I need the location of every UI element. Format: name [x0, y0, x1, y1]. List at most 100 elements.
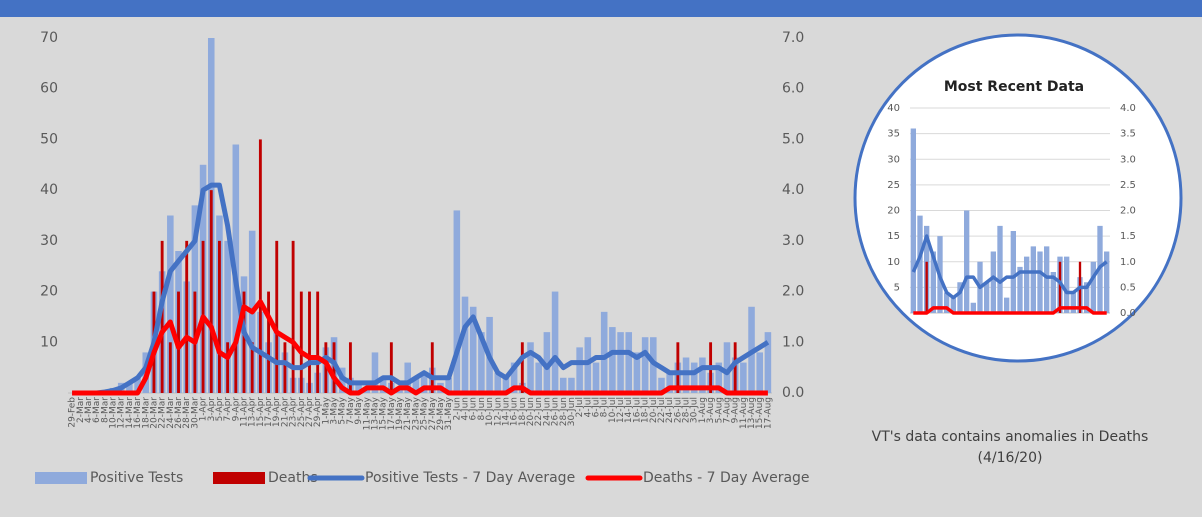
- bar: [283, 342, 287, 393]
- x-tick-label: 5-Apr: [215, 397, 225, 422]
- bar: [917, 215, 923, 313]
- bar: [592, 362, 600, 393]
- x-tick-label: 7-May: [346, 396, 356, 424]
- x-tick-label: 29-Feb: [68, 397, 78, 428]
- bar: [275, 240, 279, 393]
- x-tick-label: 9-Aug: [731, 397, 741, 423]
- bar: [502, 377, 510, 393]
- x-tick-label: 18-Jun: [518, 397, 528, 426]
- x-tick-label: 27-May: [428, 396, 438, 430]
- x-tick-label: 9-Apr: [231, 397, 241, 422]
- bar: [733, 342, 737, 393]
- x-tick-label: 28-Jul: [682, 397, 692, 423]
- bar: [209, 190, 213, 393]
- x-tick-label: 20-Jul: [649, 397, 659, 423]
- x-tick-label: 14-Jun: [501, 397, 511, 426]
- x-tick-label: 14-Mar: [125, 397, 135, 429]
- bar: [690, 362, 698, 393]
- x-tick-label: 3-Aug: [706, 397, 716, 423]
- x-tick-label: 30-Jul: [690, 397, 700, 423]
- bar: [291, 240, 295, 393]
- x-tick-label: 21-Apr: [280, 397, 290, 427]
- y2-tick-label: 3.0: [782, 233, 804, 249]
- bar: [1037, 251, 1043, 313]
- bar: [445, 377, 452, 393]
- x-tick-label: 12-Mar: [117, 397, 127, 429]
- x-tick-label: 27-Apr: [305, 397, 315, 427]
- y-tick-label: 10: [40, 334, 58, 350]
- bar: [412, 377, 420, 393]
- x-tick-label: 18-Jul: [641, 397, 651, 423]
- y-tick-label: 20: [887, 206, 900, 217]
- y-tick-label: 15: [887, 231, 900, 242]
- bar: [527, 342, 534, 393]
- x-tick-label: 30-Mar: [190, 397, 200, 429]
- bar: [910, 128, 916, 313]
- x-tick-label: 18-Mar: [141, 397, 151, 429]
- bar: [469, 306, 477, 393]
- legend-label: Deaths: [268, 470, 318, 486]
- bar: [543, 332, 551, 393]
- bar: [126, 382, 133, 393]
- x-tick-label: 8-Mar: [100, 397, 110, 423]
- bar: [950, 297, 956, 313]
- bar: [568, 377, 575, 393]
- x-tick-label: 11-Aug: [739, 397, 749, 429]
- y2-tick-label: 2.0: [782, 284, 804, 300]
- inset-title: Most Recent Data: [944, 79, 1084, 95]
- x-tick-label: 4-Jun: [461, 397, 471, 421]
- x-tick-label: 19-May: [395, 396, 405, 430]
- legend-swatch: [213, 472, 265, 484]
- y-tick-label: 5: [894, 282, 900, 293]
- bar: [1050, 272, 1056, 313]
- y2-tick-label: 0.0: [1120, 308, 1136, 319]
- bar: [1090, 261, 1096, 313]
- bar: [997, 225, 1003, 313]
- line-series: [911, 234, 1108, 300]
- bar: [715, 362, 723, 393]
- y-tick-label: 10: [887, 257, 900, 268]
- bar: [666, 372, 673, 393]
- bar: [609, 327, 616, 393]
- bar: [584, 337, 592, 393]
- bar: [134, 377, 141, 393]
- x-tick-label: 20-Jun: [526, 397, 536, 426]
- legend-label: Positive Tests - 7 Day Average: [365, 470, 575, 486]
- bar: [379, 377, 387, 393]
- caption-line: (4/16/20): [978, 450, 1043, 466]
- bar: [925, 261, 928, 313]
- x-tick-label: 1-Aug: [698, 397, 708, 423]
- x-tick-label: 24-Jun: [542, 397, 552, 426]
- x-tick-label: 1-May: [321, 396, 331, 424]
- x-tick-label: 16-Jun: [510, 397, 520, 426]
- y-tick-label: 25: [887, 180, 900, 191]
- y2-tick-label: 4.0: [782, 182, 804, 198]
- bar: [1044, 246, 1050, 313]
- bar: [682, 357, 690, 393]
- x-tick-label: 26-Mar: [174, 397, 184, 429]
- caption-line: VT's data contains anomalies in Deaths: [872, 429, 1149, 445]
- x-tick-label: 22-Jul: [657, 397, 667, 423]
- legend-label: Deaths - 7 Day Average: [643, 470, 810, 486]
- x-tick-label: 11-May: [362, 396, 372, 430]
- y2-tick-label: 2.5: [1120, 180, 1136, 191]
- x-tick-label: 15-Apr: [256, 397, 266, 427]
- y2-tick-label: 3.0: [1120, 154, 1136, 165]
- bar: [990, 251, 996, 313]
- bar: [420, 372, 428, 393]
- y2-tick-label: 1.5: [1120, 231, 1136, 242]
- x-tick-label: 19-Apr: [272, 397, 282, 427]
- y-tick-label: 60: [40, 81, 58, 97]
- bar: [348, 342, 352, 393]
- x-tick-label: 5-May: [338, 396, 348, 424]
- bar: [1030, 246, 1036, 313]
- x-tick-label: 25-Apr: [297, 397, 307, 427]
- x-tick-label: 25-May: [420, 396, 430, 430]
- y2-tick-label: 7.0: [782, 30, 804, 46]
- x-tick-label: 15-Aug: [755, 397, 765, 429]
- bar: [1004, 297, 1010, 313]
- y-tick-label: 20: [40, 284, 58, 300]
- bar: [723, 342, 731, 393]
- x-tick-label: 1-Apr: [199, 397, 209, 422]
